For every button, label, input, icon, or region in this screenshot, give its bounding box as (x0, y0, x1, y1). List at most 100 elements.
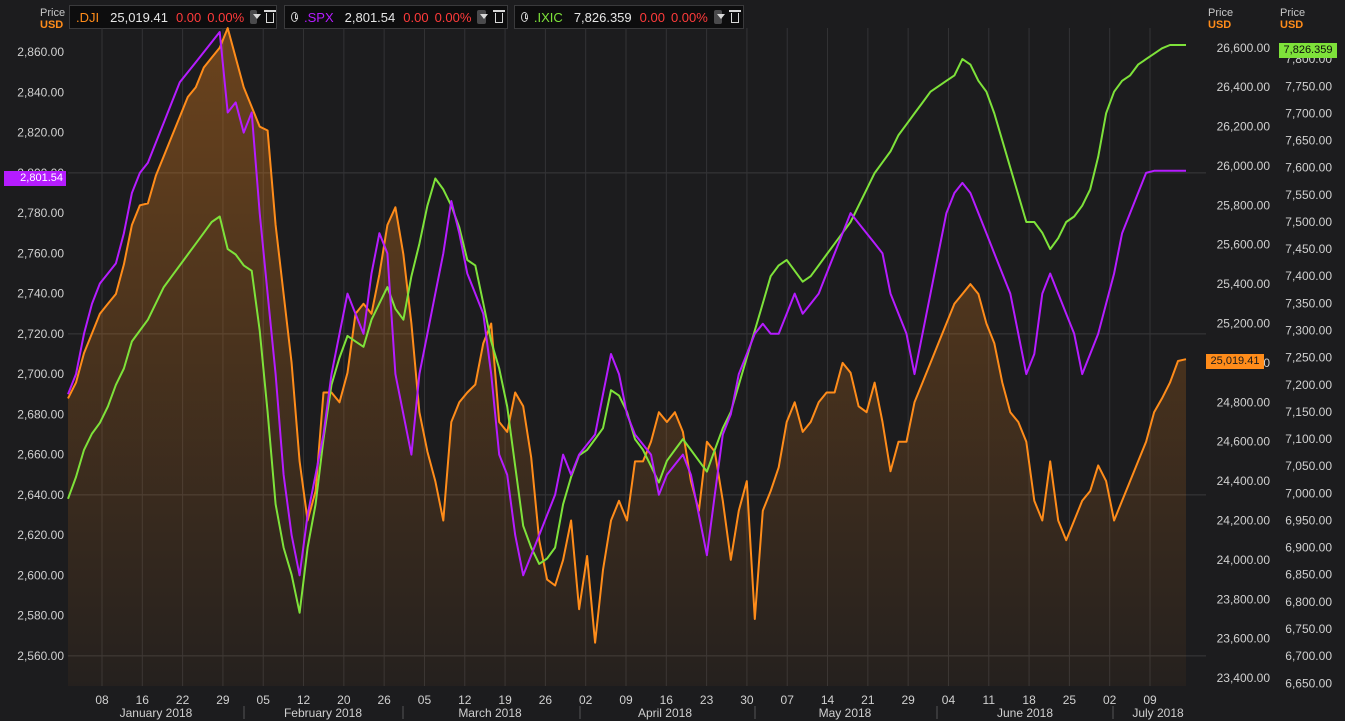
y-ixic-tick-label: 7,450.00 (1285, 242, 1332, 256)
y-ixic-tick-label: 6,950.00 (1285, 513, 1332, 527)
y-dji-tick-label: 25,400.00 (1217, 277, 1271, 291)
x-tick-label: 12 (458, 693, 472, 707)
x-tick-label: 19 (498, 693, 512, 707)
x-tick-label: 25 (1063, 693, 1077, 707)
x-tick-label: 04 (942, 693, 956, 707)
y-left-tick-label: 2,820.00 (17, 126, 64, 140)
y-ixic-tick-label: 7,600.00 (1285, 161, 1332, 175)
legend-dji-pct: 0.00% (207, 9, 245, 25)
dji-axis-header: Price USD (1208, 7, 1233, 31)
series-line-spx (67, 31, 1186, 577)
y-ixic-tick-label: 7,000.00 (1285, 486, 1332, 500)
dji-axis-price-label: Price (1208, 7, 1234, 19)
y-left-tick-label: 2,660.00 (17, 448, 64, 462)
x-axis-labels: 08 16 22 29 05 12 20 26 05 12 19 26 02 09 16 23 30 07 14 21… (95, 693, 1184, 720)
x-tick-label: 14 (821, 693, 835, 707)
legend-ixic-clock-icon (521, 12, 528, 22)
y-dji-tick-label: 24,000.00 (1217, 553, 1271, 567)
x-month-label: July 2018 (1132, 706, 1184, 720)
x-month-label: June 2018 (997, 706, 1053, 720)
y-ixic-tick-label: 6,750.00 (1285, 622, 1332, 636)
x-tick-label: 09 (1143, 693, 1157, 707)
ixic-axis-price-label: Price (1280, 7, 1306, 19)
y-dji-tick-label: 25,200.00 (1217, 317, 1271, 331)
series-line-dji (67, 27, 1187, 644)
x-tick-label: 08 (95, 693, 109, 707)
x-tick-label: 23 (700, 693, 714, 707)
y-dji-tick-label: 23,600.00 (1217, 632, 1271, 646)
left-axis-header: Price USD (40, 7, 65, 31)
legend-dji[interactable]: .DJI 25,019.41 0.00 0.00% (69, 5, 277, 29)
legend-spx-symbol: .SPX (304, 9, 334, 25)
x-tick-label: 02 (579, 693, 593, 707)
y-ixic-tick-label: 7,700.00 (1285, 106, 1332, 120)
y-left-tick-label: 2,560.00 (17, 649, 64, 663)
legend-ixic-pct: 0.00% (670, 9, 708, 25)
y-dji-tick-label: 26,000.00 (1217, 159, 1271, 173)
legend-dji-dropdown-icon[interactable] (250, 10, 262, 24)
legend-ixic-trash-icon[interactable] (728, 9, 741, 25)
legend-spx-dropdown-icon[interactable] (477, 10, 489, 24)
x-tick-label: 29 (901, 693, 915, 707)
dji-area-fill (68, 28, 1186, 687)
y-left-tick-label: 2,620.00 (17, 528, 64, 542)
ixic-price-badge: 7,826.359 (1279, 43, 1337, 58)
y-left-tick-label: 2,760.00 (17, 246, 64, 260)
y-dji-tick-label: 26,600.00 (1217, 41, 1271, 55)
legend-spx-pct: 0.00% (434, 9, 472, 25)
legend-spx-trash-icon[interactable] (492, 9, 505, 25)
y-left-tick-label: 2,840.00 (17, 85, 64, 99)
y-ixic-tick-label: 7,300.00 (1285, 324, 1332, 338)
ixic-axis-currency: USD (1280, 19, 1304, 31)
legend-ixic-price: 7,826.359 (573, 9, 632, 25)
y-ixic-tick-label: 7,100.00 (1285, 432, 1332, 446)
series-lines (67, 27, 1187, 687)
y-ixic-tick-label: 7,250.00 (1285, 351, 1332, 365)
y-ixic-tick-label: 7,550.00 (1285, 188, 1332, 202)
y-dji-tick-label: 24,200.00 (1217, 514, 1271, 528)
legend-spx-change: 0.00 (403, 9, 429, 25)
x-tick-label: 07 (781, 693, 795, 707)
y-left-tick-label: 2,600.00 (17, 568, 64, 582)
x-tick-label: 26 (539, 693, 553, 707)
y-dji-tick-label: 23,800.00 (1217, 592, 1271, 606)
legend-spx[interactable]: .SPX 2,801.54 0.00 0.00% (284, 5, 508, 29)
x-tick-label: 09 (619, 693, 633, 707)
x-tick-label: 22 (176, 693, 190, 707)
y-ixic-tick-label: 6,650.00 (1285, 676, 1332, 690)
legend-ixic-symbol: .IXIC (533, 9, 563, 25)
y-ixic-tick-label: 7,200.00 (1285, 378, 1332, 392)
x-month-label: January 2018 (120, 706, 193, 720)
x-month-label: April 2018 (638, 706, 692, 720)
y-left-tick-label: 2,860.00 (17, 45, 64, 59)
y-dji-tick-label: 24,600.00 (1217, 435, 1271, 449)
y-ixic-tick-label: 6,850.00 (1285, 568, 1332, 582)
y-dji-tick-label: 26,400.00 (1217, 80, 1271, 94)
legend-dji-trash-icon[interactable] (263, 9, 276, 25)
y-ixic-tick-label: 7,400.00 (1285, 269, 1332, 283)
y-ixic-tick-label: 7,150.00 (1285, 405, 1332, 419)
left-axis-currency: USD (40, 19, 64, 31)
x-tick-label: 16 (136, 693, 150, 707)
x-tick-label: 26 (377, 693, 391, 707)
y-ixic-tick-label: 7,500.00 (1285, 215, 1332, 229)
legend-spx-price: 2,801.54 (344, 9, 396, 25)
y-ixic-tick-label: 7,050.00 (1285, 459, 1332, 473)
y-ixic-tick-label: 7,750.00 (1285, 79, 1332, 93)
x-month-label: February 2018 (284, 706, 362, 720)
y-dji-tick-label: 23,400.00 (1217, 671, 1271, 685)
x-tick-label: 29 (216, 693, 230, 707)
y-ixic-tick-label: 7,350.00 (1285, 296, 1332, 310)
x-tick-label: 11 (983, 693, 996, 707)
y-dji-tick-label: 24,800.00 (1217, 395, 1271, 409)
y-dji-tick-label: 24,400.00 (1217, 474, 1271, 488)
y-ixic-tick-label: 6,900.00 (1285, 541, 1332, 555)
left-axis-price-label: Price (40, 7, 66, 19)
y-dji-tick-label: 25,600.00 (1217, 238, 1271, 252)
legend-ixic[interactable]: .IXIC 7,826.359 0.00 0.00% (514, 5, 744, 29)
y-left-tick-label: 2,780.00 (17, 206, 64, 220)
x-tick-label: 05 (257, 693, 271, 707)
legend-ixic-dropdown-icon[interactable] (713, 10, 725, 24)
